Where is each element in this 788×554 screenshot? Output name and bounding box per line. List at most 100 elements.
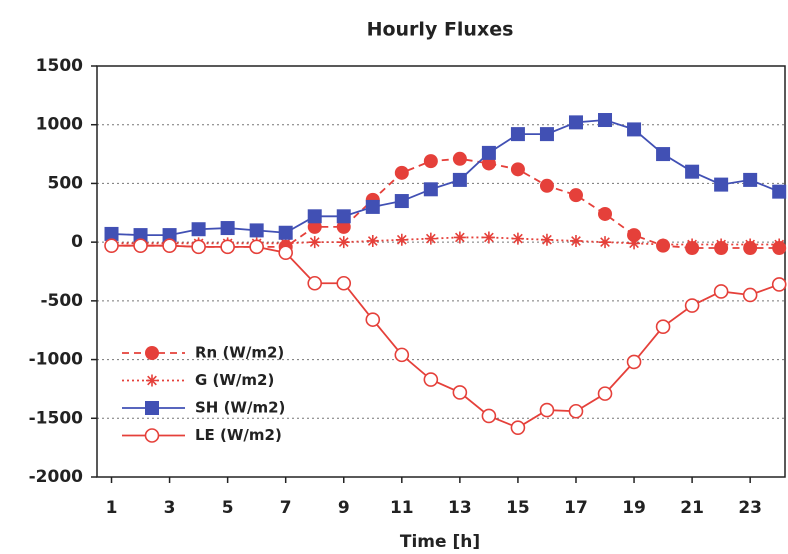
marker: [308, 236, 321, 249]
marker: [452, 151, 467, 166]
marker: [279, 237, 292, 250]
marker: [481, 408, 497, 424]
marker: [657, 238, 670, 251]
marker: [394, 347, 410, 363]
marker: [628, 237, 641, 250]
marker: [684, 298, 700, 313]
marker: [626, 354, 642, 370]
marker: [482, 231, 495, 244]
x-tick-label: 7: [280, 498, 292, 518]
marker: [249, 239, 264, 255]
marker: [191, 239, 206, 255]
marker: [540, 233, 553, 246]
x-tick-label: 9: [338, 498, 350, 518]
legend-label: LE (W/m2): [195, 426, 282, 444]
marker: [394, 165, 409, 180]
marker: [568, 115, 583, 130]
marker: [714, 177, 729, 192]
marker: [423, 372, 439, 387]
x-tick-label: 21: [680, 498, 704, 518]
legend-marker: [145, 401, 159, 415]
marker: [773, 238, 786, 251]
marker: [394, 194, 409, 209]
x-tick-label: 3: [164, 498, 176, 518]
marker: [452, 172, 467, 187]
y-tick-label: -1500: [29, 408, 84, 428]
y-tick-label: 1000: [36, 115, 83, 135]
marker: [366, 234, 379, 247]
legend-label: Rn (W/m2): [195, 344, 284, 362]
y-tick-label: -1000: [29, 350, 84, 370]
marker: [598, 113, 613, 128]
y-tick-label: 1500: [36, 56, 83, 76]
marker: [249, 223, 264, 238]
legend-label: G (W/m2): [195, 371, 274, 389]
marker: [568, 188, 583, 203]
marker: [278, 225, 293, 240]
marker: [481, 145, 496, 160]
marker: [656, 147, 671, 162]
marker: [511, 232, 524, 245]
marker: [307, 209, 322, 224]
marker: [452, 385, 468, 400]
legend-marker: [146, 374, 158, 387]
marker: [336, 219, 351, 234]
marker: [336, 275, 352, 291]
marker: [569, 234, 582, 247]
marker: [627, 228, 642, 243]
x-tick-label: 23: [738, 498, 762, 518]
marker: [424, 232, 437, 245]
x-tick-label: 17: [564, 498, 588, 518]
marker: [453, 231, 466, 244]
y-tick-label: 0: [71, 232, 83, 252]
series-line: [111, 119, 780, 236]
x-tick-label: 11: [390, 498, 414, 518]
y-tick-label: -500: [40, 291, 83, 311]
marker: [423, 182, 438, 197]
marker: [336, 209, 351, 224]
x-tick-label: 13: [448, 498, 472, 518]
marker: [104, 226, 119, 241]
marker: [365, 312, 381, 327]
marker: [655, 319, 671, 334]
marker: [597, 386, 613, 401]
chart-title: Hourly Fluxes: [367, 19, 514, 41]
marker: [365, 199, 380, 214]
marker: [510, 420, 526, 435]
marker: [742, 287, 758, 303]
marker: [539, 402, 555, 418]
marker: [627, 122, 642, 137]
series-line: [111, 157, 780, 249]
marker: [743, 172, 758, 187]
marker: [539, 127, 554, 142]
marker: [423, 154, 438, 169]
marker: [220, 221, 235, 236]
marker: [568, 403, 584, 419]
marker: [162, 238, 177, 253]
marker: [395, 233, 408, 246]
marker: [162, 228, 177, 243]
y-tick-label: -2000: [29, 467, 84, 487]
marker: [686, 238, 699, 251]
marker: [510, 162, 525, 177]
marker: [307, 275, 323, 291]
marker: [599, 236, 612, 249]
legend: Rn (W/m2) G (W/m2) SH (W/m2) LE (W/m2): [122, 344, 285, 444]
x-axis-title: Time [h]: [400, 532, 480, 552]
marker: [104, 238, 119, 253]
marker: [481, 156, 496, 171]
marker: [510, 127, 525, 142]
marker: [685, 164, 700, 179]
legend-marker: [145, 346, 159, 360]
marker: [133, 228, 148, 243]
marker: [772, 184, 787, 199]
x-tick-label: 19: [622, 498, 646, 518]
marker: [191, 222, 206, 237]
legend-label: SH (W/m2): [195, 399, 285, 417]
series-line: [111, 236, 780, 246]
marker: [337, 236, 350, 249]
marker: [133, 238, 148, 253]
legend-marker: [144, 428, 160, 443]
marker: [307, 219, 322, 234]
